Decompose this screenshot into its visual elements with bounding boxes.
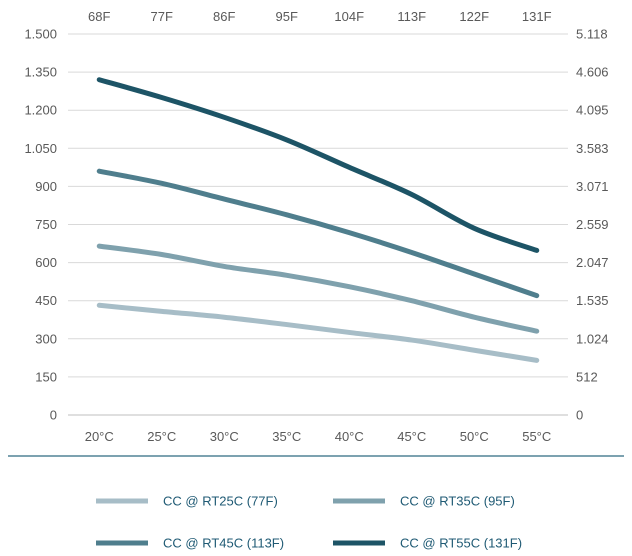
y-tick-label: 1.050 (24, 141, 57, 156)
x-top-tick-label: 77F (151, 9, 173, 24)
series-line-4 (96, 77, 540, 253)
y-tick-label: 1.200 (24, 103, 57, 118)
x-top-tick-label: 68F (88, 9, 110, 24)
y2-tick-label: 5.118 (576, 27, 608, 42)
series-line-2 (96, 243, 540, 334)
y2-tick-label: 512 (576, 369, 598, 384)
series-lines (96, 77, 540, 363)
y2-tick-label: 3.071 (576, 179, 609, 194)
y2-tick-label: 2.559 (576, 217, 609, 232)
y-axis-left: 0 150 300 450 600 750 900 1.050 1.200 1.350 1.500 (24, 27, 57, 423)
x-top-tick-label: 86F (213, 9, 235, 24)
y-tick-label: 750 (35, 217, 57, 232)
series-line-1 (96, 302, 540, 363)
x-axis: 20°C 25°C 30°C 35°C 40°C 45°C 50°C 55°C (85, 429, 552, 444)
y2-tick-label: 1.535 (576, 293, 609, 308)
y2-tick-label: 2.047 (576, 255, 609, 270)
legend-label: CC @ RT45C (113F) (163, 536, 284, 551)
y2-tick-label: 4.606 (576, 65, 609, 80)
x-tick-label: 50°C (460, 429, 489, 444)
y-tick-label: 0 (50, 408, 57, 423)
x-top-tick-label: 95F (276, 9, 298, 24)
x-top-tick-label: 104F (334, 9, 364, 24)
y-tick-label: 1.350 (24, 65, 57, 80)
legend-label: CC @ RT55C (131F) (400, 536, 522, 551)
x-tick-label: 20°C (85, 429, 114, 444)
legend-label: CC @ RT25C (77F) (163, 494, 278, 509)
legend: CC @ RT25C (77F) CC @ RT35C (95F) CC @ RT4… (96, 494, 522, 551)
x-tick-label: 40°C (335, 429, 364, 444)
y2-tick-label: 4.095 (576, 103, 609, 118)
x-tick-label: 30°C (210, 429, 239, 444)
x-top-tick-label: 131F (522, 9, 552, 24)
x-tick-label: 35°C (272, 429, 301, 444)
y-axis-right: 0 512 1.024 1.535 2.047 2.559 3.071 3.583 4.095 4… (576, 27, 609, 423)
legend-label: CC @ RT35C (95F) (400, 494, 515, 509)
x-tick-label: 45°C (397, 429, 426, 444)
x-top-tick-label: 113F (397, 9, 426, 24)
y-tick-label: 1.500 (24, 27, 57, 42)
y-tick-label: 300 (35, 331, 57, 346)
y2-tick-label: 3.583 (576, 141, 609, 156)
x-tick-label: 25°C (147, 429, 176, 444)
x-axis-top: 68F 77F 86F 95F 104F 113F 122F 131F (88, 9, 552, 24)
y2-tick-label: 0 (576, 408, 583, 423)
y2-tick-label: 1.024 (576, 331, 609, 346)
x-tick-label: 55°C (522, 429, 551, 444)
series-line-3 (96, 168, 540, 299)
y-tick-label: 150 (35, 369, 57, 384)
y-tick-label: 900 (35, 179, 57, 194)
x-top-tick-label: 122F (459, 9, 489, 24)
y-tick-label: 600 (35, 255, 57, 270)
y-tick-label: 450 (35, 293, 57, 308)
